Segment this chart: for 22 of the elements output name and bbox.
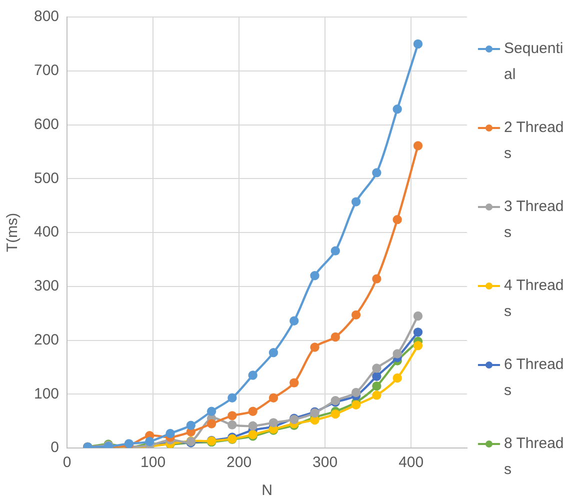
legend-label: 4 Threads xyxy=(504,276,564,322)
y-tick-label: 600 xyxy=(34,116,60,133)
legend-label: Sequential xyxy=(504,39,564,85)
y-tick-label: 300 xyxy=(34,278,60,295)
y-axis-title: T(ms) xyxy=(4,212,22,252)
x-tick-label: 200 xyxy=(226,454,252,472)
x-tick-label: 0 xyxy=(62,454,72,472)
y-tick-label: 700 xyxy=(34,62,60,80)
legend-label: 2 Threads xyxy=(504,118,564,164)
legend-label: 8 Threads xyxy=(504,434,564,480)
legend-label: 3 Threads xyxy=(504,197,564,243)
y-tick-label: 100 xyxy=(34,385,60,402)
y-tick-label: 800 xyxy=(34,8,60,26)
x-tick-label: 300 xyxy=(312,454,338,472)
x-tick-label: 100 xyxy=(140,454,166,472)
y-tick-label: 200 xyxy=(34,331,60,348)
x-tick-label: 400 xyxy=(398,454,424,472)
y-tick-label: 500 xyxy=(34,170,60,187)
y-tick-label: 400 xyxy=(34,224,60,241)
legend-label: 6 Threads xyxy=(504,355,564,401)
y-tick-label: 0 xyxy=(50,439,60,456)
x-axis-title: N xyxy=(262,482,272,500)
